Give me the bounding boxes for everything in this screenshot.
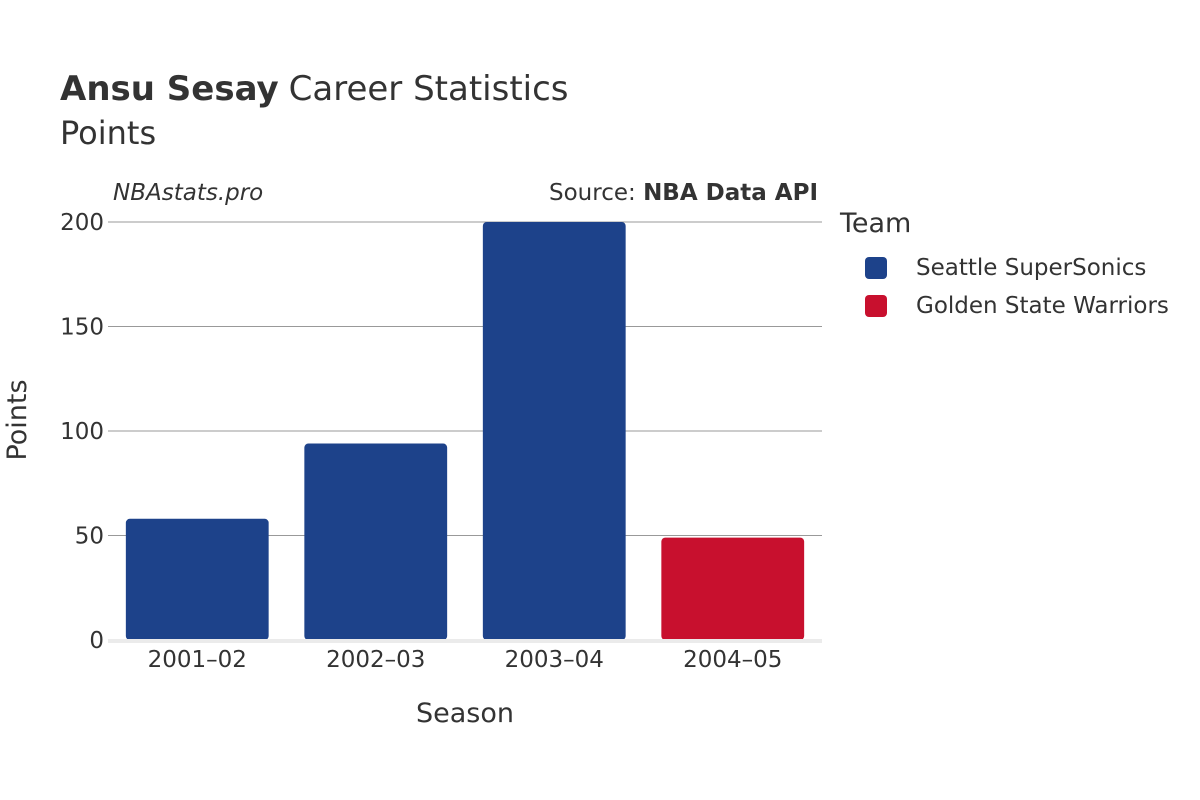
chart-title-suffix: Career Statistics bbox=[289, 69, 569, 109]
legend-item-golden-state-warriors[interactable]: Golden State Warriors bbox=[840, 287, 1169, 325]
source-name: NBA Data API bbox=[643, 180, 818, 206]
y-axis-title: Points bbox=[2, 379, 33, 460]
x-axis-baseline bbox=[108, 639, 822, 643]
y-tick-label: 0 bbox=[89, 628, 104, 654]
x-axis-title: Season bbox=[416, 698, 514, 729]
chart-title-player: Ansu Sesay bbox=[60, 69, 279, 109]
legend-item-seattle-supersonics[interactable]: Seattle SuperSonics bbox=[840, 249, 1169, 287]
y-tick-label: 100 bbox=[60, 419, 104, 445]
y-gridlines bbox=[108, 221, 822, 536]
x-tick-label: 2002–03 bbox=[326, 647, 425, 673]
legend-swatch-golden-state bbox=[865, 295, 887, 317]
bars bbox=[125, 222, 805, 640]
legend-label: Seattle SuperSonics bbox=[916, 255, 1147, 281]
y-tick-label: 150 bbox=[60, 315, 104, 341]
chart-subtitle: Points bbox=[60, 114, 156, 152]
x-tick-label: 2003–04 bbox=[505, 647, 604, 673]
y-tick-labels: 0 50 100 150 200 bbox=[60, 210, 104, 654]
bar-2002–03[interactable] bbox=[304, 443, 448, 640]
chart-title: Ansu Sesay Career Statistics bbox=[60, 69, 569, 109]
legend: Team Seattle SuperSonics Golden State Wa… bbox=[840, 208, 1169, 325]
bar-2004–05[interactable] bbox=[661, 537, 805, 640]
watermark: NBAstats.pro bbox=[113, 180, 263, 206]
x-tick-label: 2001–02 bbox=[148, 647, 247, 673]
legend-label: Golden State Warriors bbox=[916, 293, 1169, 319]
bar-2001–02[interactable] bbox=[125, 518, 269, 640]
source-prefix: Source: bbox=[549, 180, 643, 206]
x-tick-label: 2004–05 bbox=[683, 647, 782, 673]
x-tick-labels: 2001–02 2002–03 2003–04 2004–05 bbox=[148, 647, 783, 673]
legend-swatch-seattle bbox=[865, 257, 887, 279]
bar-2003–04[interactable] bbox=[482, 222, 626, 640]
y-tick-label: 50 bbox=[75, 524, 104, 550]
legend-title: Team bbox=[840, 208, 912, 239]
y-tick-label: 200 bbox=[60, 210, 104, 236]
source-label: Source: NBA Data API bbox=[549, 180, 818, 206]
